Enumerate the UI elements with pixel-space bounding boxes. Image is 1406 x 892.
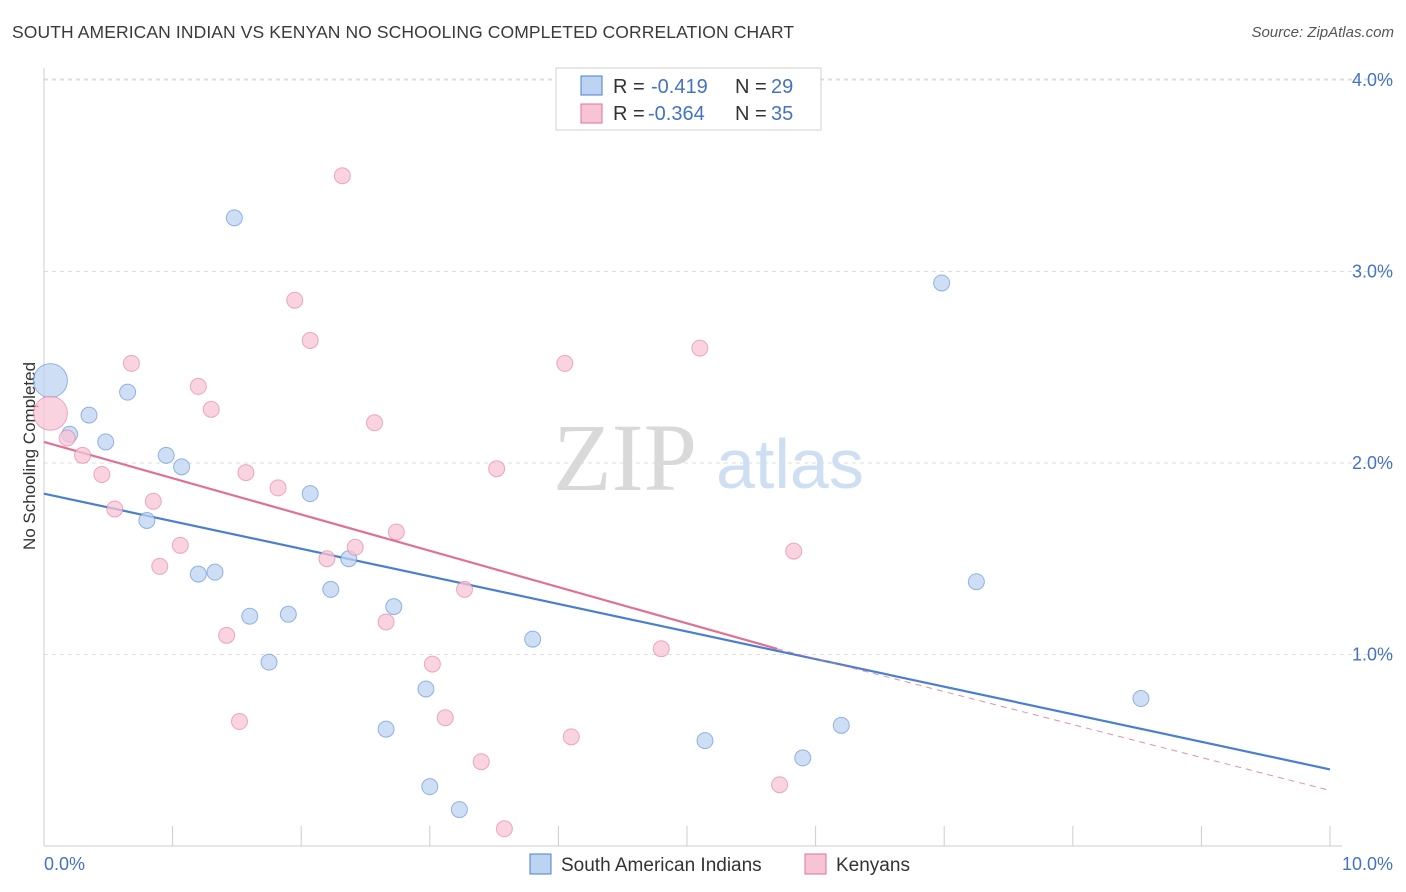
point-kenyan: [346, 538, 364, 556]
point-kenyan: [286, 291, 304, 309]
legend-label-south-american-indians: South American Indians: [561, 855, 762, 876]
legend-label-kenyans: Kenyans: [836, 855, 910, 876]
point-kenyan: [218, 626, 236, 644]
x-tick-label: 10.0%: [1342, 854, 1393, 874]
point-south-american-indian: [241, 607, 259, 625]
point-south-american-indian: [450, 801, 468, 819]
point-kenyan: [423, 655, 441, 673]
point-kenyan: [472, 753, 490, 771]
point-south-american-indian: [225, 209, 243, 227]
point-kenyan: [74, 446, 92, 464]
series-legend: South American Indians Kenyans: [529, 853, 910, 876]
y-tick-label: 2.0%: [1352, 453, 1393, 473]
point-kenyan: [32, 395, 68, 431]
point-south-american-indian: [279, 605, 297, 623]
point-south-american-indian: [157, 446, 175, 464]
point-south-american-indian: [832, 716, 850, 734]
y-tick-labels: 1.0% 2.0% 3.0% 4.0%: [1352, 70, 1393, 665]
y-tick-label: 3.0%: [1352, 262, 1393, 282]
trend-line-south-american-indians: [43, 492, 1331, 771]
point-kenyan: [269, 479, 287, 497]
point-south-american-indian: [80, 406, 98, 424]
point-south-american-indian: [260, 653, 278, 671]
x-tick-label: 0.0%: [44, 854, 85, 874]
y-tick-label: 1.0%: [1352, 645, 1393, 665]
point-kenyan: [106, 500, 124, 518]
point-kenyan: [93, 465, 111, 483]
legend-n-label-1: N =: [735, 76, 767, 98]
y-tick-label: 4.0%: [1352, 70, 1393, 90]
point-south-american-indian: [417, 680, 435, 698]
point-kenyan: [771, 776, 789, 794]
point-kenyan: [556, 354, 574, 372]
chart-title: SOUTH AMERICAN INDIAN VS KENYAN NO SCHOO…: [12, 22, 795, 42]
point-kenyan: [144, 492, 162, 510]
trend-line-kenyans-extension: [776, 648, 1331, 791]
trend-lines: [43, 440, 1331, 791]
legend-r-value-2: -0.364: [648, 103, 705, 125]
correlation-legend: R = -0.419 N = 29 R = -0.364 N = 35: [555, 67, 822, 131]
point-kenyan: [318, 550, 336, 568]
legend-r-label-1: R =: [613, 76, 645, 98]
point-kenyan: [230, 713, 248, 731]
point-kenyan: [333, 167, 351, 185]
point-south-american-indian: [696, 732, 714, 750]
point-kenyan: [652, 640, 670, 658]
point-south-american-indian: [138, 511, 156, 529]
point-south-american-indian: [189, 565, 207, 583]
trend-line-kenyans: [43, 440, 778, 650]
point-kenyan: [189, 377, 207, 395]
point-kenyan: [377, 613, 395, 631]
point-kenyan: [436, 709, 454, 727]
point-kenyan: [562, 728, 580, 746]
point-kenyan: [691, 339, 709, 357]
legend-n-value-2: 35: [771, 103, 793, 125]
point-kenyan: [151, 557, 169, 575]
legend-n-value-1: 29: [771, 76, 793, 98]
point-south-american-indian: [173, 458, 191, 476]
point-south-american-indian: [421, 778, 439, 796]
x-tick-labels: 0.0% 10.0%: [44, 854, 1393, 874]
point-south-american-indian: [322, 580, 340, 598]
point-south-american-indian: [794, 749, 812, 767]
data-points: [32, 167, 1150, 838]
point-south-american-indian: [524, 630, 542, 648]
point-kenyan: [785, 542, 803, 560]
grid-lines: [44, 78, 1394, 655]
watermark-zip: ZIP: [553, 404, 697, 511]
legend-r-label-2: R =: [613, 103, 645, 125]
legend-swatch-blue: [580, 75, 603, 96]
source-credit: Source: ZipAtlas.com: [1251, 24, 1394, 41]
point-south-american-indian: [933, 274, 951, 292]
point-kenyan: [202, 400, 220, 418]
watermark: ZIP atlas: [553, 404, 864, 511]
point-south-american-indian: [301, 485, 319, 503]
point-kenyan: [237, 464, 255, 482]
point-south-american-indian: [119, 383, 137, 401]
legend-r-value-1: -0.419: [651, 76, 708, 98]
point-south-american-indian: [206, 563, 224, 581]
point-kenyan: [122, 354, 140, 372]
watermark-atlas: atlas: [716, 425, 864, 503]
point-south-american-indian: [967, 573, 985, 591]
point-kenyan: [366, 414, 384, 432]
point-south-american-indian: [1132, 690, 1150, 708]
point-south-american-indian: [32, 363, 68, 399]
point-kenyan: [495, 820, 513, 838]
point-kenyan: [488, 460, 506, 478]
point-south-american-indian: [377, 720, 395, 738]
point-kenyan: [387, 523, 405, 541]
legend-swatch-kenyans: [804, 853, 827, 875]
point-south-american-indian: [97, 433, 115, 451]
legend-swatch-south-american-indians: [529, 853, 552, 875]
point-kenyan: [456, 580, 474, 598]
point-kenyan: [301, 331, 319, 349]
axes: [43, 68, 1342, 847]
legend-swatch-pink: [580, 103, 603, 124]
point-kenyan: [171, 536, 189, 554]
legend-n-label-2: N =: [735, 103, 767, 125]
point-south-american-indian: [385, 598, 403, 616]
point-kenyan: [58, 429, 76, 447]
